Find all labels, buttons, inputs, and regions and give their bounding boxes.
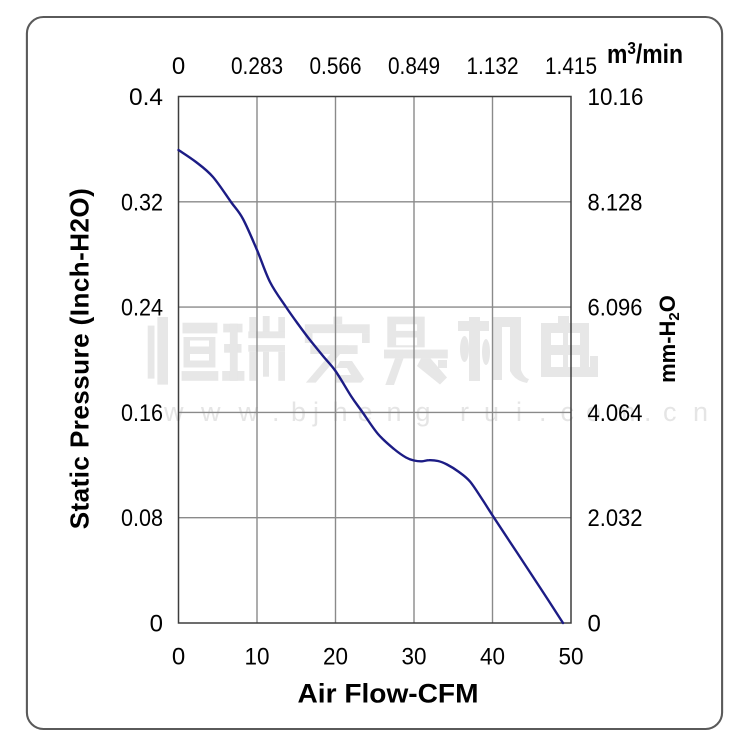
svg-text:1.415: 1.415 [545,53,597,80]
svg-text:mm-H2O: mm-H2O [655,295,683,383]
svg-text:0.283: 0.283 [231,53,283,80]
svg-text:0.08: 0.08 [121,505,163,532]
svg-text:8.128: 8.128 [588,189,643,216]
svg-text:20: 20 [323,644,348,671]
svg-text:0.566: 0.566 [310,53,362,80]
svg-text:0.32: 0.32 [121,189,163,216]
svg-text:4.064: 4.064 [588,400,643,427]
svg-text:40: 40 [480,644,505,671]
svg-text:0.4: 0.4 [129,84,163,111]
svg-text:10: 10 [245,644,270,671]
svg-text:0: 0 [172,53,185,80]
svg-text:10.16: 10.16 [588,84,644,111]
svg-text:1.132: 1.132 [467,53,519,80]
svg-text:6.096: 6.096 [588,295,643,322]
svg-text:0: 0 [588,611,601,638]
svg-text:Air Flow-CFM: Air Flow-CFM [298,679,479,709]
svg-text:0: 0 [150,611,163,638]
svg-text:0.16: 0.16 [121,400,163,427]
svg-text:Static Pressure (Inch-H2O): Static Pressure (Inch-H2O) [65,188,95,529]
svg-text:2.032: 2.032 [588,505,643,532]
svg-text:50: 50 [559,644,584,671]
svg-text:0: 0 [172,644,185,671]
svg-text:0.24: 0.24 [121,295,163,322]
svg-text:m3/min: m3/min [607,38,683,70]
svg-text:30: 30 [402,644,427,671]
svg-text:0.849: 0.849 [388,53,440,80]
